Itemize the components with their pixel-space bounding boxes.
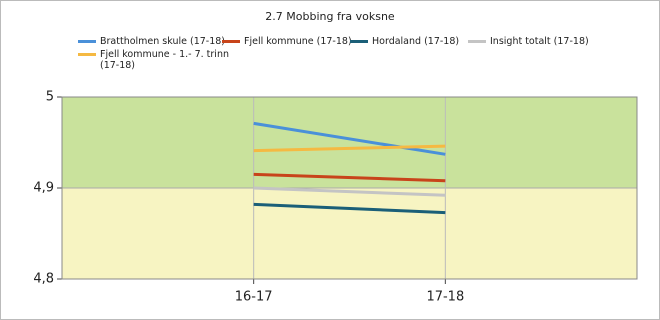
legend-label: Brattholmen skule (17-18) (100, 36, 226, 47)
band (62, 97, 637, 188)
legend-label: Insight totalt (17-18) (490, 36, 589, 47)
plot-border (61, 96, 638, 280)
y-tick-label: 4,9 (33, 181, 54, 196)
legend-label: Fjell kommune - 1.- 7. trinn (17-18) (100, 49, 229, 71)
series-line (253, 202, 446, 215)
legend-label: Hordaland (17-18) (372, 36, 460, 47)
y-tick-label: 4,8 (33, 272, 54, 287)
legend-label: Fjell kommune (17-18) (244, 36, 352, 47)
x-tick-label: 17-18 (426, 290, 464, 305)
legend-swatch (78, 53, 96, 56)
series-line (253, 186, 446, 197)
x-tick-label: 16-17 (235, 290, 273, 305)
series-line (253, 144, 446, 153)
series-line (253, 172, 446, 183)
y-tick-label: 5 (46, 90, 54, 105)
legend-swatch (222, 40, 240, 43)
series-line (253, 121, 446, 156)
chart-title: 2.7 Mobbing fra voksne (265, 10, 395, 23)
legend-swatch (78, 40, 96, 43)
band (62, 188, 637, 279)
legend-swatch (468, 40, 486, 43)
legend-swatch (350, 40, 368, 43)
